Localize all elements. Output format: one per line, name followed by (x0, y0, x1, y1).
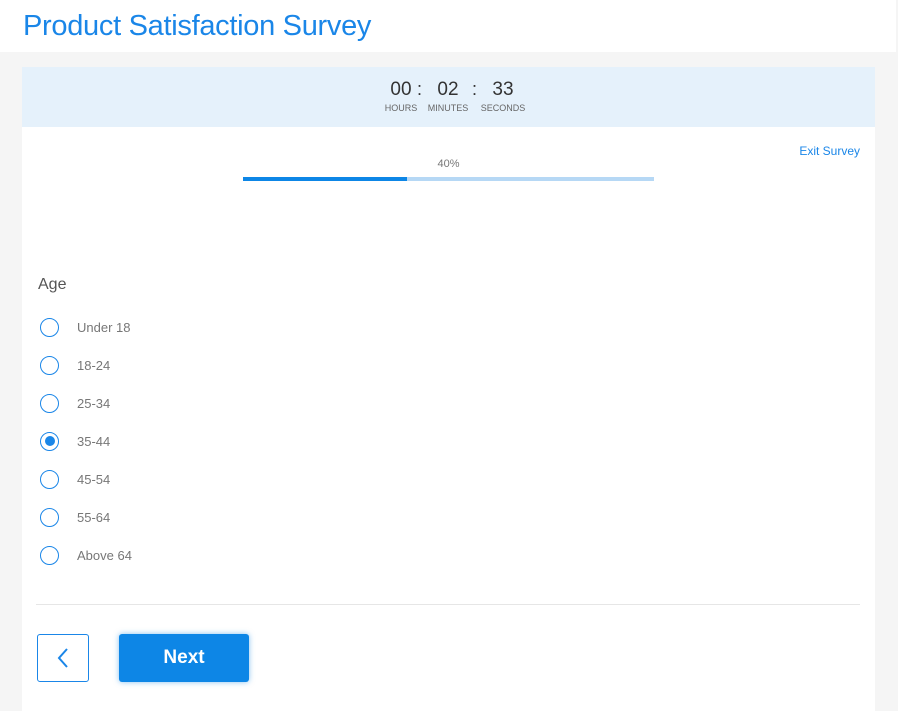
progress-bar (243, 177, 654, 181)
radio-option-label: Above 64 (77, 547, 132, 563)
radio-selected-dot (44, 436, 55, 446)
radio-option[interactable]: Under 18 (40, 317, 130, 337)
hours-value: 00 (390, 79, 412, 100)
radio-option-label: 25-34 (77, 395, 111, 411)
radio-button[interactable] (40, 507, 59, 527)
radio-option-label: 18-24 (77, 357, 111, 373)
progress-label: 40% (437, 158, 460, 170)
radio-option-label: Under 18 (77, 319, 131, 335)
radio-option[interactable]: Above 64 (40, 545, 132, 565)
radio-option[interactable]: 25-34 (40, 393, 110, 413)
radio-option-label: 55-64 (77, 509, 111, 525)
exit-survey-link[interactable]: Exit Survey (799, 144, 860, 158)
timer-minutes: 02 MINUTES (418, 79, 478, 113)
radio-button[interactable] (40, 393, 59, 413)
timer-hours: 00 HOURS (371, 79, 431, 113)
timer-separator: : (472, 79, 478, 99)
timer-seconds: 33 SECONDS (473, 79, 533, 113)
radio-button[interactable] (40, 469, 59, 489)
seconds-label: SECONDS (480, 103, 526, 113)
radio-option[interactable]: 55-64 (40, 507, 110, 527)
page-title: Product Satisfaction Survey (23, 10, 372, 42)
chevron-left-icon (57, 648, 68, 668)
hours-label: HOURS (384, 103, 418, 113)
radio-option[interactable]: 35-44 (40, 431, 110, 451)
question-label: Age (38, 276, 67, 293)
next-button[interactable]: Next (119, 634, 249, 682)
radio-button[interactable] (40, 545, 59, 565)
radio-button[interactable] (40, 355, 59, 375)
countdown-timer: 00 HOURS : 02 MINUTES : 33 SECONDS (22, 67, 875, 127)
minutes-value: 02 (437, 79, 459, 100)
minutes-label: MINUTES (427, 103, 469, 113)
radio-option-label: 35-44 (77, 433, 111, 449)
seconds-value: 33 (492, 79, 514, 100)
radio-button[interactable] (40, 431, 59, 451)
progress-fill (243, 177, 408, 181)
timer-separator: : (417, 79, 423, 99)
page-header: Product Satisfaction Survey (0, 0, 896, 52)
radio-option[interactable]: 18-24 (40, 355, 110, 375)
radio-option[interactable]: 45-54 (40, 469, 110, 489)
back-button[interactable] (37, 634, 89, 682)
radio-option-label: 45-54 (77, 471, 111, 487)
survey-card: 00 HOURS : 02 MINUTES : 33 SECONDS Exit Sur… (22, 67, 875, 711)
radio-button[interactable] (40, 317, 59, 337)
divider (36, 604, 860, 605)
